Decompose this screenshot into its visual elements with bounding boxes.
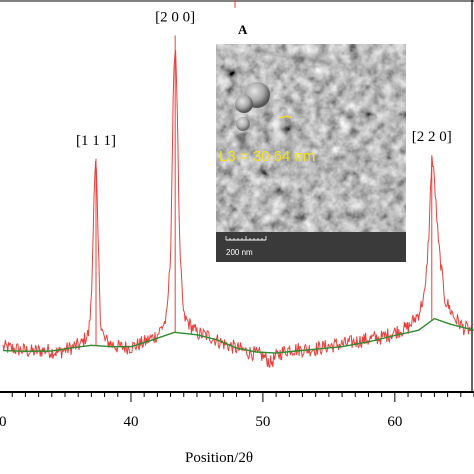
x-tick-label: 40 xyxy=(123,414,138,430)
peak-label: [1 1 1] xyxy=(76,133,116,149)
size-measurement-label: L3 = 30.64 nm xyxy=(219,148,316,165)
x-tick-label: 60 xyxy=(387,414,402,430)
x-tick-label: 50 xyxy=(255,414,270,430)
x-axis-title: Position/2θ xyxy=(185,450,254,466)
inset-panel-label: A xyxy=(238,22,248,37)
background-fit-line xyxy=(2,317,474,354)
x-tick-label: 30 xyxy=(0,414,7,430)
scale-bar-label: 200 nm xyxy=(226,248,253,257)
sem-inset-image xyxy=(216,44,406,262)
series xyxy=(2,50,474,368)
axes: 30 40 50 60 xyxy=(0,0,474,430)
peak-annotations: [1 1 1] [2 0 0] [2 2 0] xyxy=(76,10,452,346)
peak-label: [2 0 0] xyxy=(155,10,195,26)
peak-label: [2 2 0] xyxy=(412,129,452,145)
measured-pattern-line xyxy=(2,50,474,368)
